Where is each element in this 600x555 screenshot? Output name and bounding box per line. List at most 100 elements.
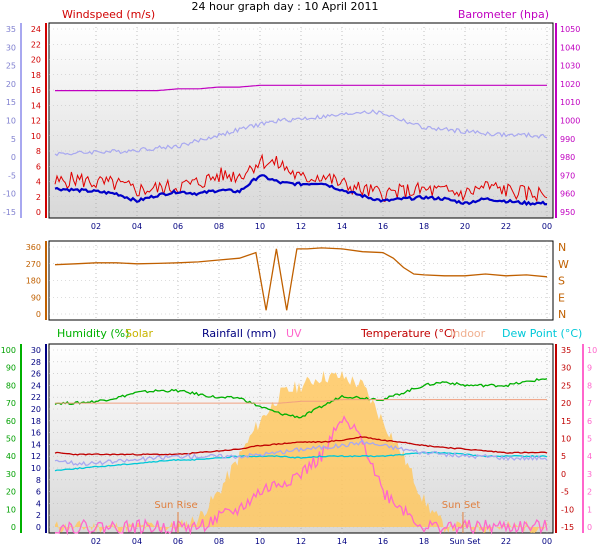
windspeed-tick-label: 20 [31,56,41,65]
outer-left-tick-label: -5 [8,171,16,180]
x-tick-label: 12 [296,537,306,546]
uv-tick-label: 7 [587,399,592,408]
wind-series-line [55,84,547,92]
barometer-tick-label: 1010 [560,98,580,107]
temperature-tick-label: 20 [561,399,571,408]
humidity-tick-label: 70 [6,399,16,408]
uv-tick-label: 9 [587,364,592,373]
x-tick-label: 04 [132,222,142,231]
windspeed-tick-label: 10 [31,132,41,141]
outer-left-tick-label: 10 [6,117,16,126]
legend-humidity: Humidity (%) [57,327,129,340]
sensor-series-line [54,378,548,419]
uv-tick-label: 3 [587,470,592,479]
legend-dew-point: Dew Point (°C) [502,327,582,340]
wind-series-line [54,174,548,207]
windspeed-tick-label: 6 [36,162,41,171]
rainfall-tick-label: 4 [36,499,41,508]
temperature-tick-label: 10 [561,435,571,444]
windspeed-tick-label: 14 [31,101,41,110]
temperature-tick-label: 35 [561,346,571,355]
sensor-series-line [54,451,548,472]
x-tick-label: 12 [296,222,306,231]
barometer-tick-label: 990 [560,135,575,144]
outer-left-tick-label: 20 [6,80,16,89]
x-tick-label: 18 [419,537,429,546]
legend-indoor: Indoor [450,327,486,340]
solar-area [55,370,547,533]
windspeed-label: Windspeed (m/s) [62,8,155,21]
x-tick-label: 22 [501,537,511,546]
outer-left-tick-label: 0 [11,153,16,162]
x-tick-label: 20 [460,222,470,231]
windspeed-tick-label: 4 [36,178,41,187]
rainfall-tick-label: 10 [31,464,41,473]
direction-compass-letter: S [558,275,565,288]
uv-tick-label: 10 [587,346,597,355]
windspeed-tick-label: 2 [36,193,41,202]
humidity-tick-label: 100 [1,346,16,355]
rainfall-tick-label: 6 [36,488,41,497]
sensor-legend: Humidity (%) Solar Rainfall (mm) UV Temp… [57,327,582,340]
windspeed-tick-label: 16 [31,86,41,95]
x-tick-label: 04 [132,537,142,546]
uv-tick-label: 1 [587,505,592,514]
rainfall-tick-label: 0 [36,523,41,532]
legend-uv: UV [286,327,302,340]
sun-set-label: Sun Set [442,500,481,511]
rainfall-tick-label: 14 [31,440,41,449]
temperature-tick-label: 5 [561,452,566,461]
x-tick-label: 18 [419,222,429,231]
humidity-tick-label: 20 [6,488,16,497]
direction-compass-letter: N [558,308,566,321]
direction-series-line [54,247,548,311]
direction-tick-label: 270 [26,260,41,269]
wind-series-line [54,109,548,157]
x-tick-label: 00 [542,222,552,231]
direction-compass-letter: W [558,258,569,271]
humidity-tick-label: 40 [6,452,16,461]
humidity-tick-label: 10 [6,505,16,514]
rainfall-tick-label: 24 [31,381,41,390]
windspeed-tick-label: 8 [36,147,41,156]
outer-left-tick-label: 25 [6,62,16,71]
rainfall-tick-label: 30 [31,346,41,355]
direction-compass-letter: E [558,291,565,304]
rainfall-tick-label: 20 [31,405,41,414]
x-tick-label: 06 [173,537,183,546]
uv-tick-label: 4 [587,452,592,461]
rainfall-tick-label: 8 [36,476,41,485]
direction-tick-label: 360 [26,243,41,252]
temperature-tick-label: -15 [561,523,574,532]
barometer-tick-label: 950 [560,208,575,217]
uv-tick-label: 0 [587,523,592,532]
outer-left-tick-label: -10 [3,190,16,199]
uv-tick-label: 5 [587,435,592,444]
legend-rainfall: Rainfall (mm) [202,327,276,340]
temperature-tick-label: -10 [561,505,574,514]
temperature-tick-label: 30 [561,364,571,373]
sensor-series-line [55,399,547,404]
temperature-tick-label: -5 [561,488,569,497]
windspeed-tick-label: 18 [31,71,41,80]
sensor-series-line [54,439,548,467]
temperature-tick-label: 25 [561,381,571,390]
direction-tick-label: 180 [26,277,41,286]
humidity-tick-label: 90 [6,364,16,373]
humidity-tick-label: 0 [11,523,16,532]
windspeed-tick-label: 24 [31,25,41,34]
barometer-tick-label: 1020 [560,80,580,89]
sun-rise-label: Sun Rise [154,500,197,511]
windspeed-tick-label: 12 [31,117,41,126]
sensor-series-line [54,436,548,456]
outer-left-tick-label: 5 [11,135,16,144]
temperature-tick-label: 15 [561,417,571,426]
x-tick-label: 16 [378,537,388,546]
humidity-tick-label: 60 [6,417,16,426]
legend-temperature: Temperature (°C) [360,327,456,340]
windspeed-tick-label: 0 [36,208,41,217]
x-tick-label: 00 [542,537,552,546]
barometer-tick-label: 980 [560,153,575,162]
barometer-tick-label: 1050 [560,25,580,34]
